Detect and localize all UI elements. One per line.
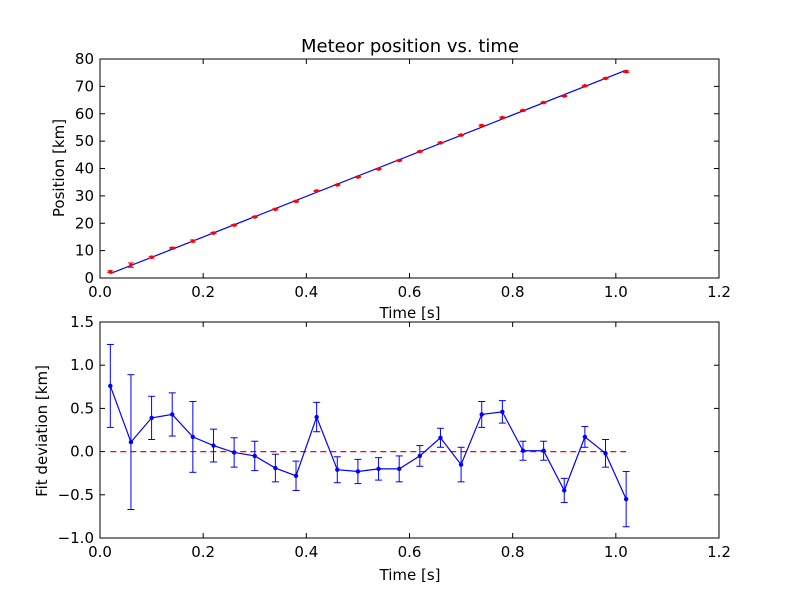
position-chart-ytick-label: 10 — [75, 242, 94, 260]
deviation-point — [396, 466, 402, 472]
position-point — [603, 76, 608, 81]
deviation-point — [108, 383, 113, 389]
position-point — [314, 189, 319, 193]
deviation-point — [479, 412, 484, 417]
position-point — [583, 84, 587, 88]
deviation-point — [438, 435, 443, 440]
deviation-chart-frame — [99, 321, 720, 539]
deviation-point — [128, 439, 134, 445]
deviation-chart-ytick-label: −0.5 — [58, 486, 94, 504]
deviation-chart-ytick-label: 1.0 — [70, 356, 94, 374]
deviation-point — [520, 448, 526, 453]
position-chart-ytick-label: 30 — [75, 187, 94, 205]
deviation-point — [603, 451, 608, 456]
position-point — [624, 69, 628, 74]
position-chart-xtick-label: 1.2 — [707, 283, 731, 301]
deviation-point — [582, 434, 588, 440]
position-chart-ylabel: Position [km] — [50, 119, 68, 217]
position-point — [273, 207, 278, 212]
position-chart-xtick-label: 0.2 — [191, 283, 215, 301]
deviation-point — [211, 443, 216, 448]
deviation-point — [170, 412, 175, 417]
position-chart-ticks: 0.0 0.2 0.4 0.6 0.8 1.0 1.2 0 10 20 30 40 50 60 70 80 — [75, 50, 731, 301]
deviation-chart-xtick-label: 0.2 — [191, 543, 215, 561]
deviation-line — [109, 385, 627, 500]
deviation-chart-ytick-label: −1.0 — [58, 529, 94, 547]
position-point — [170, 246, 175, 250]
position-chart-frame — [99, 58, 720, 279]
deviation-point — [417, 453, 423, 459]
position-chart-ytick-label: 40 — [75, 160, 94, 178]
deviation-point — [355, 469, 361, 474]
deviation-point — [190, 434, 196, 440]
position-chart-title: Meteor position vs. time — [301, 36, 519, 57]
deviation-chart-xtick-label: 0.0 — [88, 543, 112, 561]
deviation-point — [623, 496, 629, 502]
position-point — [294, 199, 298, 204]
position-chart-ytick-label: 70 — [75, 77, 94, 95]
position-point — [356, 175, 360, 179]
deviation-chart-ylabel: Fit deviation [km] — [33, 365, 51, 497]
position-point — [479, 123, 484, 128]
position-point — [191, 239, 195, 243]
position-chart-xtick-label: 1.0 — [604, 283, 628, 301]
position-chart-ytick-label: 0 — [84, 269, 94, 287]
position-point — [500, 115, 505, 120]
deviation-chart-ticks: 0.0 0.2 0.4 0.6 0.8 1.0 1.2 −1.0 −0.5 0.0 0.5 1.0 1.… — [58, 313, 731, 561]
deviation-chart-ytick-label: 1.5 — [70, 313, 94, 331]
position-point — [459, 133, 463, 137]
deviation-chart-xtick-label: 1.0 — [604, 543, 628, 561]
deviation-chart-xtick-label: 1.2 — [707, 543, 731, 561]
deviation-point — [252, 453, 257, 459]
position-point — [232, 223, 236, 227]
position-chart-ytick-label: 50 — [75, 132, 94, 150]
deviation-point — [541, 448, 546, 453]
deviation-point — [376, 466, 381, 472]
position-point — [438, 140, 443, 145]
position-point — [108, 269, 113, 274]
position-chart: Meteor position vs. time Time [s] Positi… — [50, 36, 731, 322]
deviation-chart: Time [s] Fit deviation [km] 0.0 0.2 0.4 0.6… — [33, 313, 731, 584]
position-point — [149, 255, 154, 259]
position-chart-ytick-label: 80 — [75, 50, 94, 68]
position-point — [252, 215, 257, 219]
position-point — [397, 158, 401, 163]
position-chart-xtick-label: 0.4 — [294, 283, 318, 301]
position-chart-ytick-label: 20 — [75, 214, 94, 232]
position-chart-ytick-label: 60 — [75, 105, 94, 123]
deviation-point — [500, 409, 505, 415]
deviation-chart-xtick-label: 0.6 — [398, 543, 422, 561]
position-point — [335, 183, 340, 187]
position-chart-xtick-label: 0.6 — [398, 283, 422, 301]
fit-line — [110, 69, 627, 275]
deviation-chart-xtick-label: 0.4 — [294, 543, 318, 561]
position-point — [521, 108, 525, 113]
deviation-point — [562, 488, 567, 493]
deviation-point — [273, 465, 278, 471]
deviation-chart-xtick-label: 0.8 — [501, 543, 525, 561]
position-chart-xlabel: Time [s] — [379, 304, 441, 322]
deviation-point — [458, 462, 464, 467]
position-point — [376, 167, 381, 171]
deviation-chart-ytick-label: 0.0 — [70, 443, 94, 461]
position-point — [211, 231, 216, 235]
deviation-chart-xlabel: Time [s] — [379, 566, 441, 584]
position-point — [129, 263, 133, 267]
position-chart-xtick-label: 0.8 — [501, 283, 525, 301]
position-point — [541, 100, 546, 105]
deviation-point — [149, 415, 154, 421]
deviation-point — [231, 450, 237, 455]
position-point — [418, 149, 422, 154]
deviation-chart-data — [106, 343, 630, 528]
deviation-chart-ytick-label: 0.5 — [70, 399, 94, 417]
deviation-point — [314, 414, 319, 420]
deviation-point — [335, 467, 340, 472]
position-point — [562, 94, 567, 98]
deviation-point — [293, 473, 299, 478]
position-chart-data — [107, 69, 630, 275]
position-chart-xtick-label: 0.0 — [88, 283, 112, 301]
